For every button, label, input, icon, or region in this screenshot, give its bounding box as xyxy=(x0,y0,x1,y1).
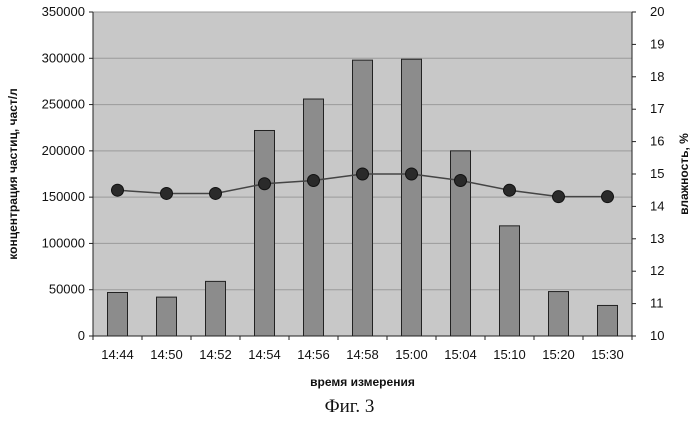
bar xyxy=(255,130,275,336)
x-axis-ticks: 14:44 14:50 14:52 14:54 14:56 14:58 15:00 15:04… xyxy=(93,336,632,362)
y-tick-label: 0 xyxy=(78,328,85,343)
y-tick-label: 350000 xyxy=(42,4,85,19)
y2-axis-title: влажность, % xyxy=(677,133,691,215)
humidity-point xyxy=(553,191,565,203)
chart: 0 50000 100000 150000 200000 250000 300000 3500… xyxy=(0,0,699,396)
left-axis-ticks: 0 50000 100000 150000 200000 250000 300000 3500… xyxy=(42,4,93,343)
humidity-point xyxy=(602,191,614,203)
x-tick-label: 14:44 xyxy=(101,347,134,362)
bar xyxy=(157,297,177,336)
y-tick-label: 50000 xyxy=(49,282,85,297)
x-tick-label: 14:56 xyxy=(297,347,330,362)
x-tick-label: 14:52 xyxy=(199,347,232,362)
y2-tick-label: 18 xyxy=(650,69,664,84)
humidity-point xyxy=(504,184,516,196)
bar xyxy=(108,292,128,336)
bar xyxy=(206,281,226,336)
y-tick-label: 300000 xyxy=(42,50,85,65)
y-tick-label: 250000 xyxy=(42,97,85,112)
x-tick-label: 15:04 xyxy=(444,347,477,362)
y2-tick-label: 12 xyxy=(650,263,664,278)
y2-tick-label: 11 xyxy=(650,296,664,311)
bar xyxy=(402,59,422,336)
humidity-point xyxy=(357,168,369,180)
humidity-point xyxy=(210,187,222,199)
x-tick-label: 15:20 xyxy=(542,347,575,362)
y-axis-title: концентрация частиц, част/л xyxy=(6,88,20,259)
y2-tick-label: 19 xyxy=(650,36,664,51)
y2-tick-label: 20 xyxy=(650,4,664,19)
y-tick-label: 200000 xyxy=(42,143,85,158)
humidity-point xyxy=(259,178,271,190)
x-tick-label: 15:10 xyxy=(493,347,526,362)
humidity-point xyxy=(406,168,418,180)
bar xyxy=(500,226,520,336)
humidity-point xyxy=(308,174,320,186)
right-axis-ticks: 10 11 12 13 14 15 16 17 18 19 20 xyxy=(632,4,664,343)
y-tick-label: 150000 xyxy=(42,189,85,204)
bar xyxy=(353,60,373,336)
bar xyxy=(549,292,569,336)
bar xyxy=(304,99,324,336)
x-axis-title: время измерения xyxy=(310,375,415,389)
x-tick-label: 14:58 xyxy=(346,347,379,362)
y-tick-label: 100000 xyxy=(42,235,85,250)
humidity-point xyxy=(161,187,173,199)
x-tick-label: 14:54 xyxy=(248,347,281,362)
humidity-point xyxy=(112,184,124,196)
x-tick-label: 15:00 xyxy=(395,347,428,362)
x-tick-label: 14:50 xyxy=(150,347,183,362)
bar xyxy=(598,305,618,336)
x-tick-label: 15:30 xyxy=(591,347,624,362)
figure-caption: Фиг. 3 xyxy=(0,396,699,418)
y2-tick-label: 15 xyxy=(650,166,664,181)
y2-tick-label: 13 xyxy=(650,231,664,246)
y2-tick-label: 14 xyxy=(650,198,664,213)
y2-tick-label: 10 xyxy=(650,328,664,343)
humidity-point xyxy=(455,174,467,186)
y2-tick-label: 16 xyxy=(650,134,664,149)
y2-tick-label: 17 xyxy=(650,101,664,116)
